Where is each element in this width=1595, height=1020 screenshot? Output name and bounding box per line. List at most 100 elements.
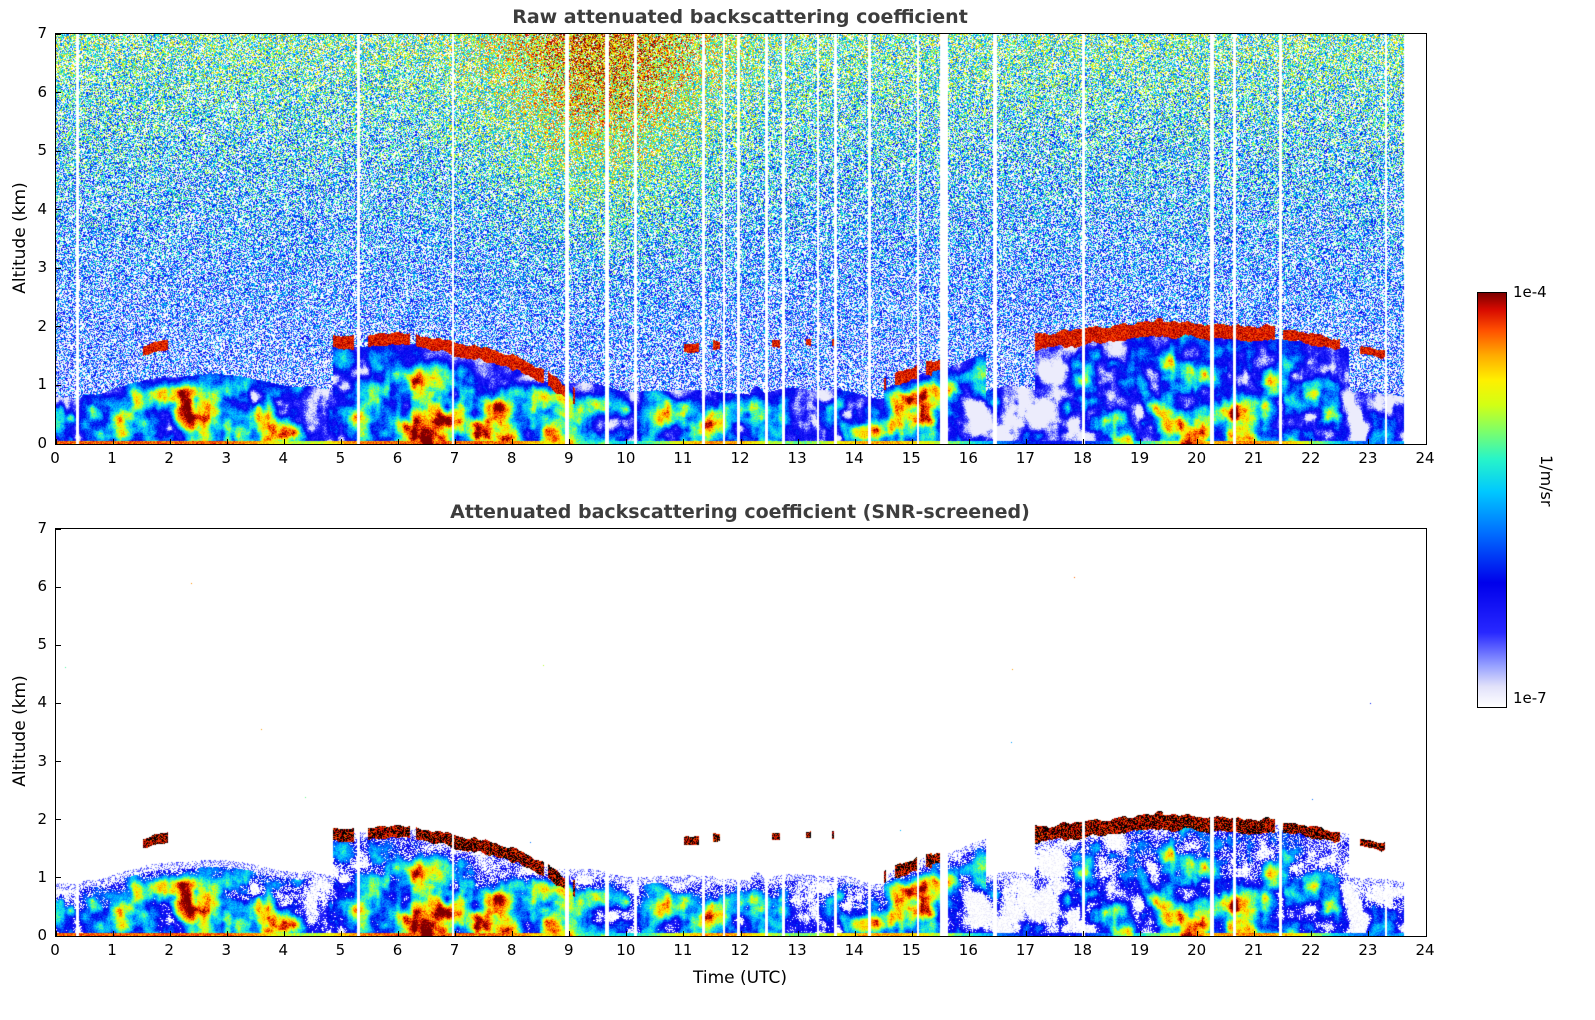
x-tick-label: 6 (392, 449, 403, 467)
x-tick-label: 5 (335, 941, 346, 959)
x-tick-mark (1254, 439, 1256, 444)
x-tick-label: 20 (1187, 941, 1207, 959)
screened-y-axis-label: Altitude (km) (10, 675, 30, 787)
y-tick-label: 6 (37, 577, 47, 596)
x-tick-mark (683, 931, 685, 936)
x-tick-label: 13 (787, 449, 807, 467)
y-tick-label: 4 (37, 693, 47, 712)
y-tick-label: 1 (37, 375, 47, 394)
x-tick-label: 15 (901, 941, 921, 959)
x-tick-label: 22 (1301, 941, 1321, 959)
x-tick-mark (169, 439, 171, 444)
y-tick-label: 0 (37, 926, 47, 944)
x-tick-mark (1083, 931, 1084, 936)
x-tick-label: 24 (1415, 941, 1435, 959)
x-tick-mark (797, 931, 799, 936)
x-tick-mark (797, 439, 799, 444)
x-tick-label: 21 (1244, 449, 1264, 467)
x-tick-mark (1425, 439, 1427, 444)
x-tick-label: 11 (673, 941, 693, 959)
x-tick-mark (283, 931, 285, 936)
y-tick-mark (56, 702, 61, 704)
y-tick-label: 7 (37, 519, 47, 537)
y-tick-label: 2 (37, 316, 47, 335)
y-tick-mark (56, 761, 61, 763)
x-tick-label: 2 (164, 941, 174, 959)
y-tick-mark (56, 935, 61, 937)
x-tick-mark (854, 931, 856, 936)
x-tick-mark (854, 439, 856, 444)
y-tick-mark (56, 150, 61, 152)
x-tick-label: 0 (50, 449, 60, 467)
y-tick-label: 7 (37, 24, 47, 42)
x-tick-label: 11 (673, 449, 693, 467)
x-tick-label: 7 (449, 941, 460, 959)
raw-plot-axes (55, 33, 1427, 445)
x-tick-label: 21 (1244, 941, 1264, 959)
y-tick-mark (56, 326, 61, 328)
x-tick-mark (1311, 931, 1313, 936)
x-tick-mark (1140, 931, 1142, 936)
x-tick-mark (968, 439, 970, 444)
x-tick-mark (455, 931, 457, 936)
y-tick-label: 5 (37, 635, 47, 654)
x-tick-mark (1368, 439, 1370, 444)
x-tick-label: 14 (844, 449, 864, 467)
x-tick-label: 1 (107, 449, 117, 467)
x-tick-mark (455, 439, 457, 444)
x-tick-label: 16 (958, 941, 978, 959)
x-tick-label: 10 (616, 941, 636, 959)
x-tick-label: 3 (221, 941, 232, 959)
x-tick-label: 24 (1415, 449, 1435, 467)
x-tick-mark (512, 439, 514, 444)
y-tick-mark (56, 92, 61, 94)
x-tick-mark (683, 439, 685, 444)
x-tick-mark (340, 439, 342, 444)
x-tick-label: 19 (1130, 941, 1150, 959)
y-tick-label: 1 (37, 867, 47, 886)
colorbar-unit-label: 1/m/sr (1537, 455, 1556, 507)
x-tick-mark (169, 931, 171, 936)
x-tick-label: 3 (221, 449, 232, 467)
x-tick-label: 12 (730, 449, 750, 467)
x-tick-label: 22 (1301, 449, 1321, 467)
x-tick-mark (1025, 931, 1027, 936)
x-tick-mark (1368, 931, 1370, 936)
x-tick-mark (1311, 439, 1313, 444)
x-tick-label: 8 (506, 449, 517, 467)
x-tick-mark (1197, 439, 1199, 444)
x-tick-label: 20 (1187, 449, 1207, 467)
colorbar (1477, 292, 1507, 708)
y-tick-mark (56, 33, 61, 35)
x-tick-mark (398, 931, 399, 936)
x-tick-mark (740, 931, 742, 936)
x-tick-mark (1140, 439, 1142, 444)
x-tick-mark (1425, 931, 1427, 936)
x-tick-mark (968, 931, 970, 936)
x-tick-label: 10 (616, 449, 636, 467)
x-tick-mark (626, 439, 628, 444)
y-tick-label: 3 (37, 751, 47, 770)
x-tick-mark (112, 931, 114, 936)
screened-plot-axes (55, 528, 1427, 937)
x-tick-mark (911, 931, 913, 936)
x-tick-label: 17 (1015, 941, 1035, 959)
x-tick-label: 8 (506, 941, 517, 959)
y-tick-label: 0 (37, 434, 47, 452)
y-tick-label: 6 (37, 82, 47, 101)
x-tick-label: 12 (730, 941, 750, 959)
x-tick-mark (569, 439, 571, 444)
x-tick-mark (112, 439, 114, 444)
y-tick-label: 5 (37, 141, 47, 160)
x-tick-label: 18 (1072, 449, 1093, 467)
x-tick-label: 17 (1015, 449, 1035, 467)
x-tick-mark (740, 439, 742, 444)
screened-plot-title: Attenuated backscattering coefficient (S… (450, 501, 1030, 523)
x-tick-label: 9 (563, 449, 574, 467)
x-tick-mark (911, 439, 913, 444)
x-tick-label: 14 (844, 941, 864, 959)
x-axis-label: Time (UTC) (693, 968, 787, 988)
y-tick-label: 2 (37, 809, 47, 828)
x-tick-label: 0 (50, 941, 60, 959)
